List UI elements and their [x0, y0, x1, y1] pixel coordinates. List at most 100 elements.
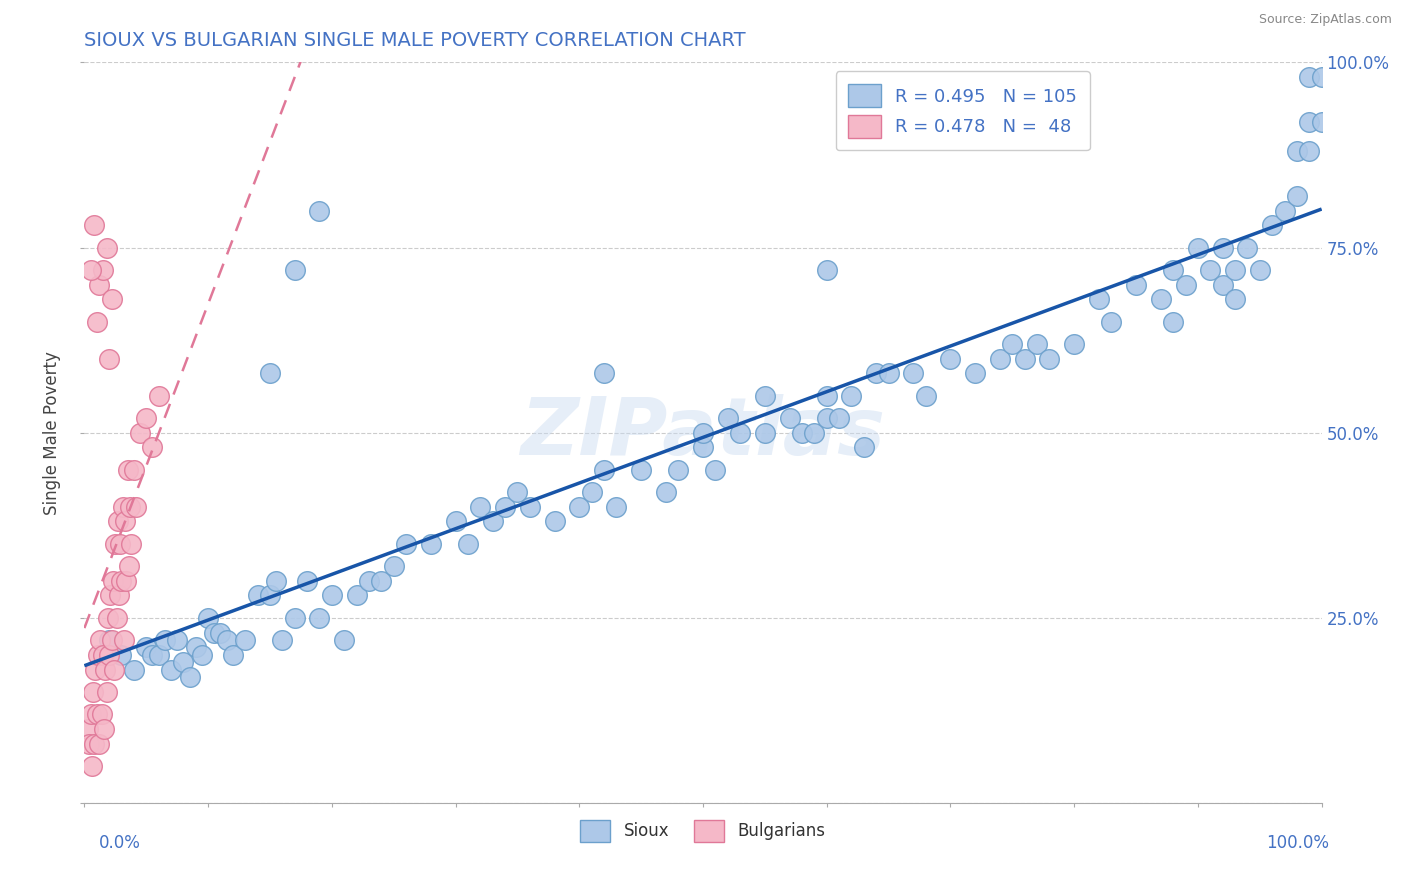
Point [160, 663, 183, 677]
Point [841, 388, 863, 402]
Point [135, 410, 157, 425]
Point [105, 610, 128, 624]
Point [655, 484, 678, 499]
Point [98, 648, 121, 662]
Point [166, 632, 188, 647]
Point [1014, 351, 1036, 366]
Point [704, 462, 727, 476]
Point [112, 632, 135, 647]
Point [122, 663, 145, 677]
Point [754, 388, 776, 402]
Point [1236, 240, 1258, 255]
Point [852, 441, 875, 455]
Point [89, 737, 111, 751]
Point [865, 367, 887, 381]
Point [965, 367, 987, 381]
Point [1199, 262, 1222, 277]
Point [148, 388, 170, 402]
Point [1125, 277, 1147, 292]
Point [1088, 293, 1111, 307]
Point [135, 640, 157, 655]
Point [141, 648, 163, 662]
Point [1187, 240, 1209, 255]
Point [110, 648, 132, 662]
Point [96, 685, 118, 699]
Point [828, 410, 851, 425]
Point [1063, 336, 1085, 351]
Point [1223, 262, 1246, 277]
Point [209, 625, 232, 640]
Point [1161, 262, 1184, 277]
Point [754, 425, 776, 440]
Point [543, 515, 565, 529]
Point [100, 632, 122, 647]
Point [86, 706, 108, 721]
Point [179, 670, 201, 684]
Point [903, 367, 925, 381]
Point [184, 640, 207, 655]
Point [117, 462, 139, 476]
Point [790, 425, 813, 440]
Point [103, 663, 125, 677]
Point [1298, 145, 1320, 159]
Point [79, 262, 101, 277]
Point [284, 262, 307, 277]
Point [89, 632, 111, 647]
Point [90, 706, 112, 721]
Point [202, 625, 225, 640]
Point [89, 277, 111, 292]
Point [104, 536, 127, 550]
Point [1274, 203, 1296, 218]
Point [83, 737, 105, 751]
Point [233, 632, 256, 647]
Point [1285, 145, 1308, 159]
Point [494, 500, 516, 514]
Point [172, 655, 194, 669]
Point [120, 500, 142, 514]
Point [519, 500, 541, 514]
Point [77, 722, 100, 736]
Point [605, 500, 627, 514]
Point [98, 589, 121, 603]
Point [988, 351, 1011, 366]
Point [444, 515, 467, 529]
Point [666, 462, 689, 476]
Point [1150, 293, 1173, 307]
Point [692, 425, 714, 440]
Point [877, 367, 900, 381]
Point [108, 589, 131, 603]
Point [91, 648, 114, 662]
Point [1298, 114, 1320, 128]
Point [457, 536, 479, 550]
Point [82, 685, 104, 699]
Point [125, 500, 148, 514]
Text: 0.0%: 0.0% [98, 834, 141, 852]
Point [83, 219, 105, 233]
Point [110, 574, 132, 588]
Point [114, 515, 136, 529]
Point [79, 737, 101, 751]
Point [395, 536, 418, 550]
Point [1099, 314, 1122, 328]
Point [1310, 114, 1333, 128]
Text: Source: ZipAtlas.com: Source: ZipAtlas.com [1258, 13, 1392, 27]
Point [1038, 351, 1060, 366]
Point [84, 663, 107, 677]
Point [79, 706, 101, 721]
Point [779, 410, 801, 425]
Point [259, 589, 281, 603]
Point [1285, 188, 1308, 202]
Point [939, 351, 962, 366]
Point [593, 462, 616, 476]
Point [568, 500, 591, 514]
Point [98, 351, 121, 366]
Point [1261, 219, 1284, 233]
Point [1249, 262, 1271, 277]
Point [470, 500, 492, 514]
Text: 100.0%: 100.0% [1265, 834, 1329, 852]
Point [1161, 314, 1184, 328]
Point [148, 648, 170, 662]
Point [246, 589, 269, 603]
Point [815, 410, 838, 425]
Legend: Sioux, Bulgarians: Sioux, Bulgarians [572, 812, 834, 850]
